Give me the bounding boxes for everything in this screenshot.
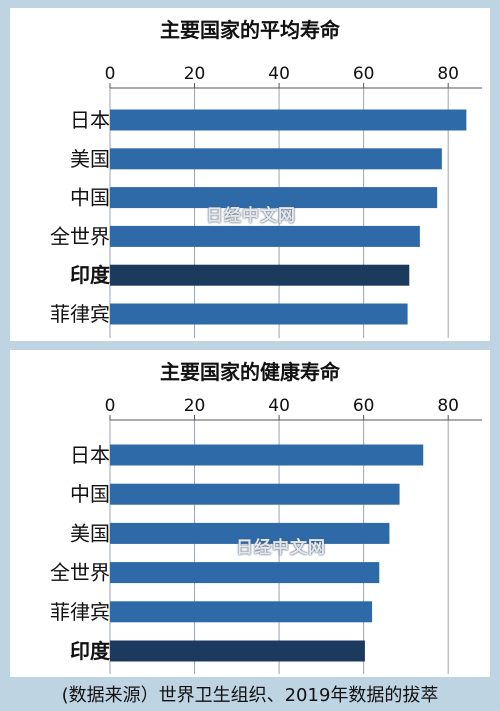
life-expectancy-panel: 主要国家的平均寿命 0 20 40 60 80 日本美国中国全世界印度菲律宾 日经中文网 [10,8,490,341]
bar [110,444,424,466]
category-label: 印度 [70,639,111,663]
x-tick-label: 60 [353,64,375,84]
x-tick-label: 80 [437,64,459,84]
category-label: 菲律宾 [50,302,110,326]
category-label: 印度 [70,263,111,287]
x-tick-label: 0 [105,396,116,416]
bar [110,187,438,209]
chart-title: 主要国家的健康寿命 [160,360,340,384]
bar [110,562,380,584]
x-tick-label: 20 [184,396,206,416]
x-tick-label: 0 [105,64,116,84]
category-label: 全世界 [50,224,110,248]
watermark-text: 日经中文网 [206,206,296,226]
chart-title: 主要国家的平均寿命 [160,18,340,42]
category-label: 美国 [70,521,110,545]
category-label: 全世界 [50,561,110,585]
category-label: 菲律宾 [50,600,110,624]
bar [110,303,408,325]
bar [110,225,420,247]
bar [110,601,373,623]
x-tick-label: 80 [437,396,459,416]
bar [110,264,410,286]
bar [110,640,365,662]
category-label: 日本 [70,443,110,467]
x-tick-label: 40 [268,64,290,84]
category-label: 日本 [70,108,110,132]
watermark-text: 日经中文网 [236,538,326,558]
x-tick-label: 60 [353,396,375,416]
bar [110,109,467,131]
category-label: 美国 [70,147,110,171]
x-tick-label: 20 [184,64,206,84]
x-tick-label: 40 [268,396,290,416]
bar [110,483,400,505]
bar [110,148,442,170]
category-label: 中国 [70,186,110,210]
data-source-note: (数据来源）世界卫生组织、2019年数据的拔萃 [61,685,439,706]
bar [110,522,390,544]
category-label: 中国 [70,482,110,506]
healthy-life-expectancy-panel: 主要国家的健康寿命 0 20 40 60 80 日本中国美国全世界菲律宾印度 日经中文网 [10,350,490,677]
